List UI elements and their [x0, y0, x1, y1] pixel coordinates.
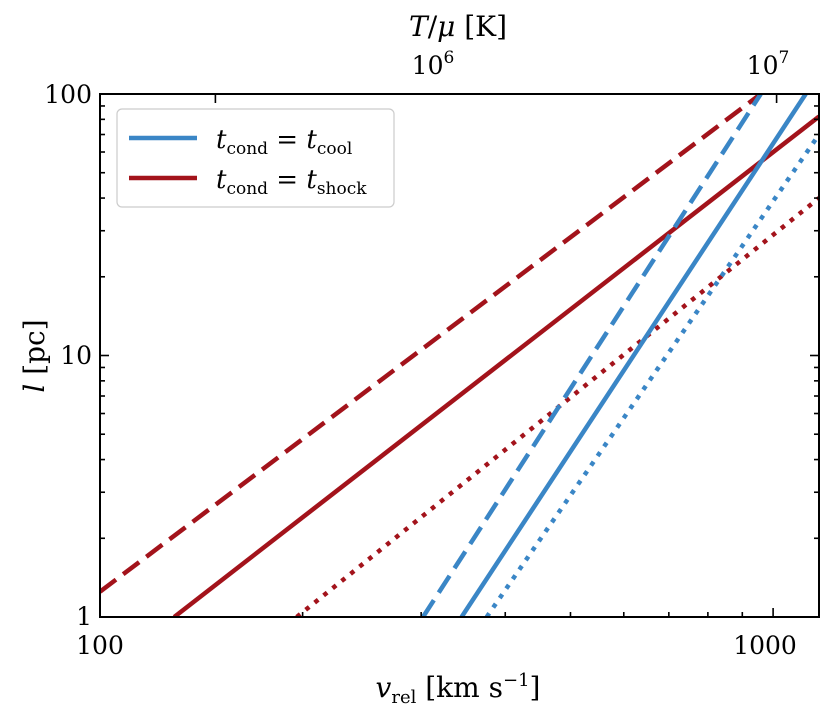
top-axis-label: T/μ [K]: [409, 10, 507, 43]
y-tick-label-1: 1: [76, 602, 92, 631]
top-tick-label-1e6: 106: [412, 48, 455, 80]
series-line-cool-dotted: [484, 133, 819, 617]
series-line-shock-dashed: [100, 94, 763, 594]
top-tick-label-1e7: 107: [747, 48, 790, 80]
x-axis-label: vrel [km s−1]: [376, 670, 541, 708]
tick-layer: [99, 93, 819, 618]
series-line-shock-solid: [172, 114, 819, 617]
series-line-cool-dashed: [421, 94, 763, 617]
legend-box: [116, 108, 395, 208]
series-layer: [100, 94, 819, 617]
legend-label-shock: tcond = tshock: [216, 165, 367, 199]
x-tick-label-100: 100: [76, 631, 124, 660]
series-line-cool-solid: [459, 94, 808, 617]
x-tick-label-1000: 1000: [733, 631, 797, 660]
legend-label-cool: tcond = tcool: [216, 125, 352, 159]
y-tick-label-10: 10: [60, 341, 92, 370]
legend: tcond = tcool tcond = tshock: [116, 108, 395, 208]
y-tick-label-100: 100: [44, 80, 92, 109]
y-axis-label: l [pc]: [18, 319, 51, 392]
